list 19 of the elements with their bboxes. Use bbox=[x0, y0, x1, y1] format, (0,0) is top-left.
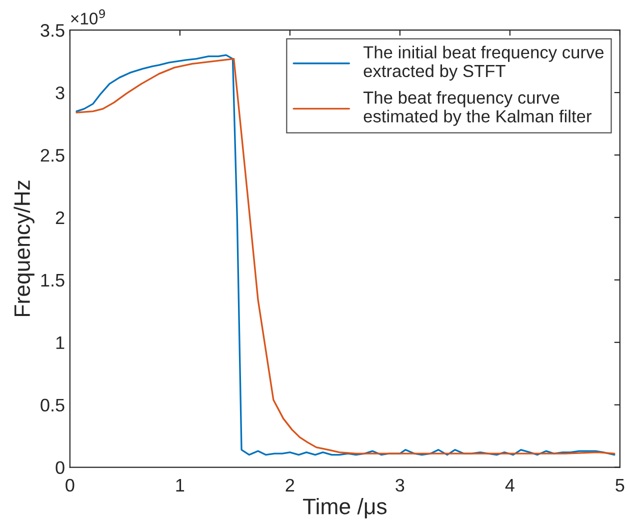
y-tick-label: 3.5 bbox=[40, 24, 64, 37]
y-tick-label: 3 bbox=[56, 86, 64, 100]
y-tick-label: 2 bbox=[56, 211, 64, 224]
x-tick-label: 5 bbox=[616, 479, 624, 492]
y-tick-label: 1 bbox=[56, 336, 64, 349]
x-tick-label: 4 bbox=[505, 479, 514, 492]
y-tick-label: 2.5 bbox=[40, 148, 64, 162]
y-axis-title: Frequency/Hz bbox=[14, 180, 34, 316]
legend-label: The beat frequency curve estimated by the Kalman filter bbox=[363, 91, 592, 126]
y-tick-label: 1.5 bbox=[41, 274, 64, 287]
y-tick-label: 0.5 bbox=[40, 398, 64, 412]
x-tick-label: 3 bbox=[396, 478, 404, 492]
x-axis-title: Time /μs bbox=[303, 498, 387, 518]
x-tick-label: 1 bbox=[176, 479, 184, 492]
x-tick-label: 2 bbox=[286, 478, 294, 492]
legend-label: The initial beat frequency curve extracted by STFT bbox=[363, 46, 604, 81]
y-tick-label: 0 bbox=[56, 461, 64, 474]
x-tick-label: 0 bbox=[66, 478, 74, 492]
text: ×10$^{9}$ bbox=[71, 9, 105, 24]
